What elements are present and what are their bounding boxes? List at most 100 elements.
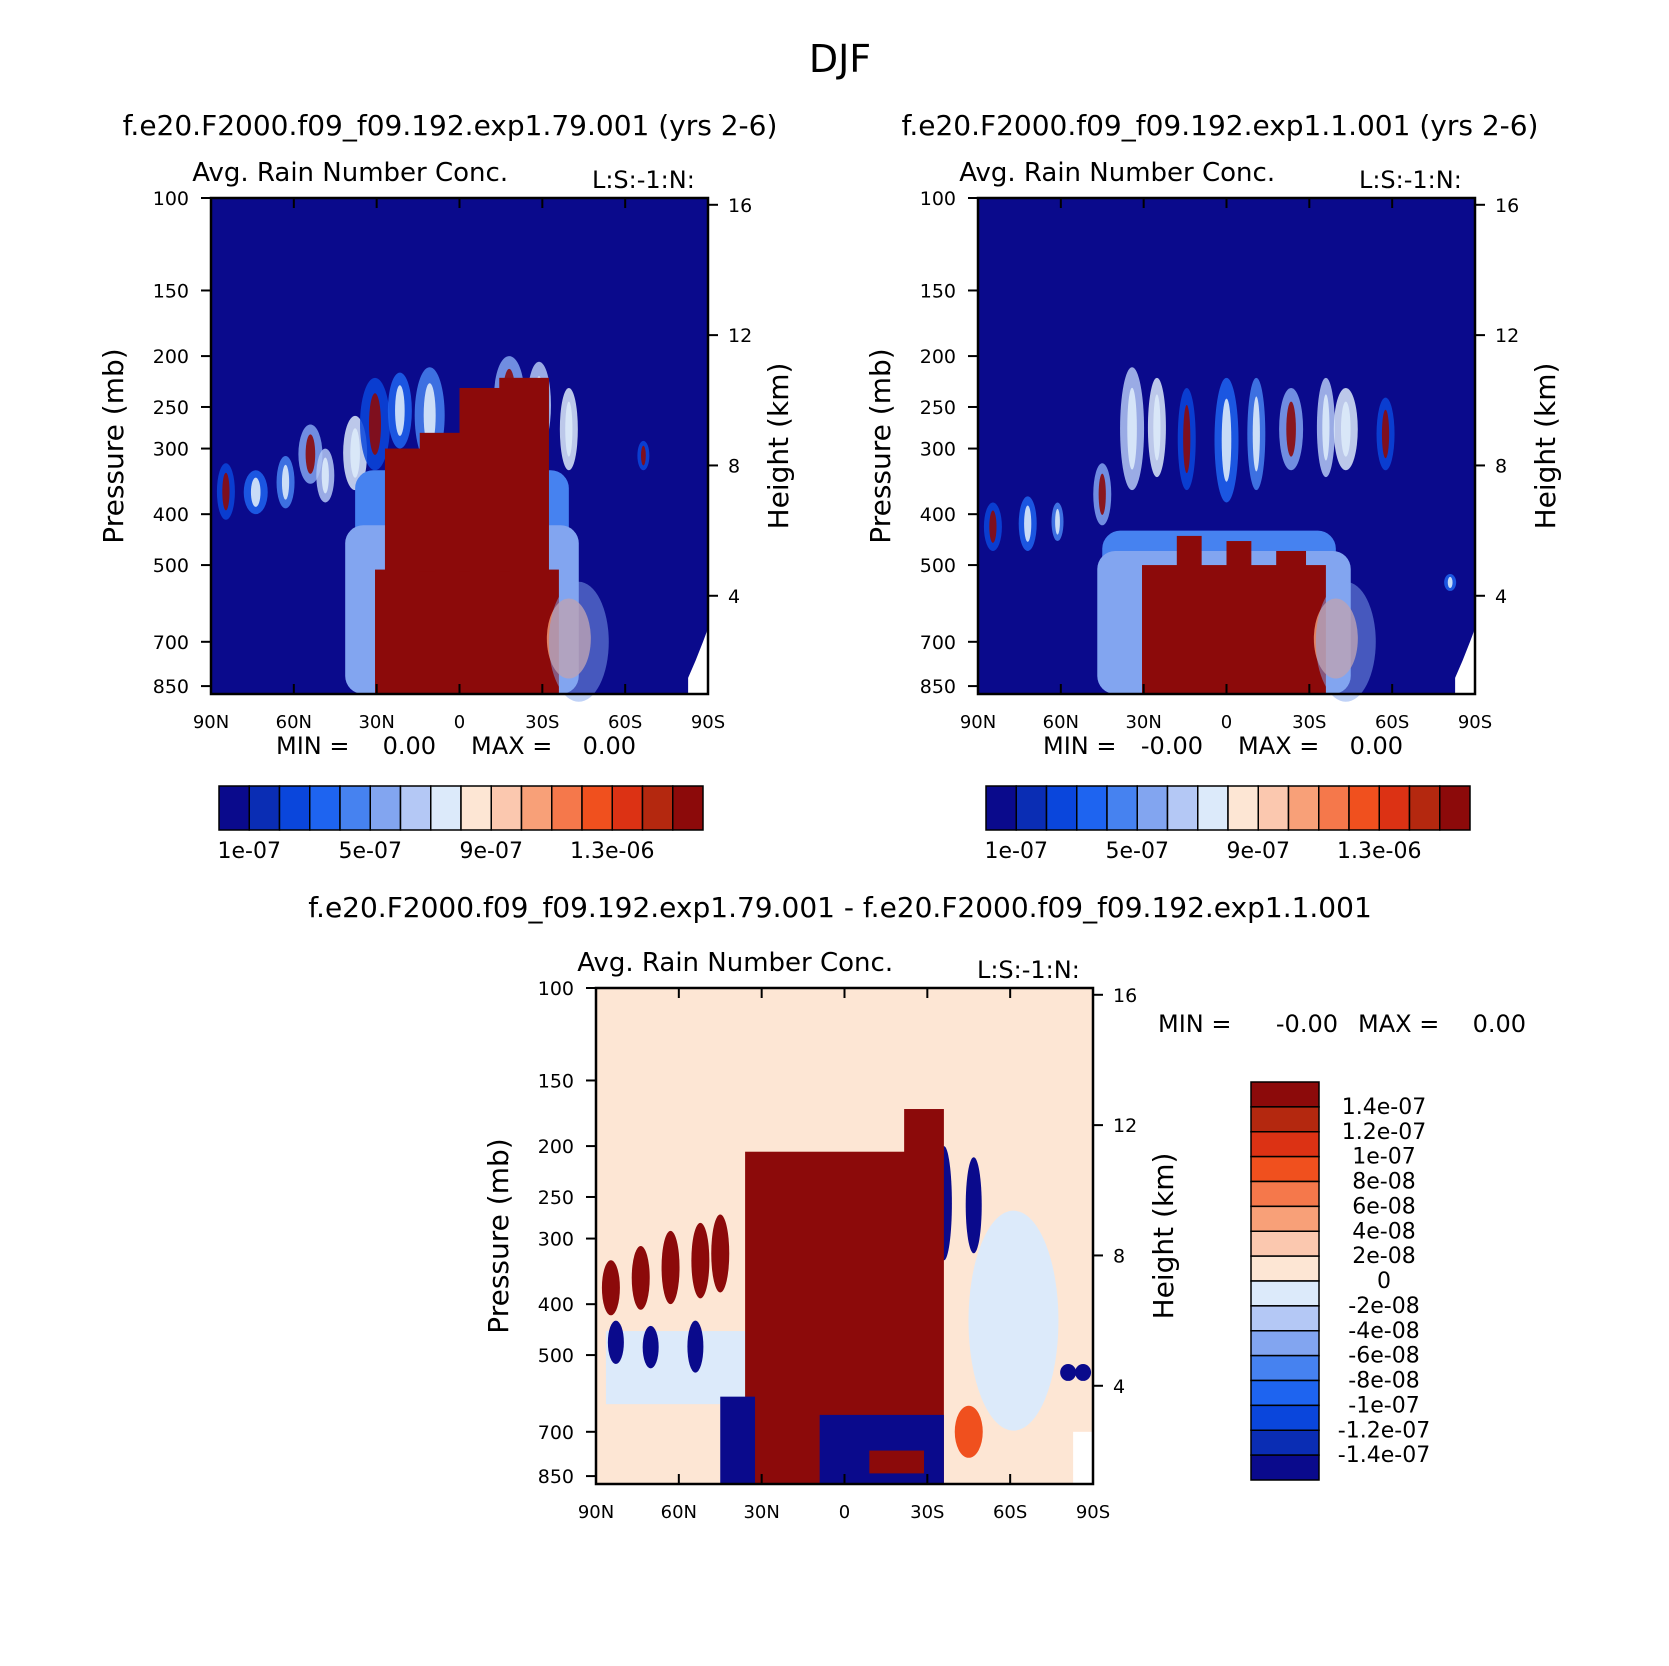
- y-tick-label: 500: [153, 555, 189, 577]
- y2-tick-label: 12: [1495, 325, 1519, 347]
- chart-title: Avg. Rain Number Conc.: [577, 948, 893, 978]
- field-streak-core: [1098, 473, 1106, 515]
- colorbar-label: 1e-07: [218, 839, 281, 864]
- y-tick-label: 150: [538, 1070, 574, 1092]
- max-value: 0.00: [1350, 732, 1403, 760]
- y2-tick-label: 16: [1495, 195, 1519, 217]
- figure-title: DJF: [809, 37, 871, 81]
- x-tick-label: 90N: [960, 712, 996, 733]
- colorbar-label: 8e-08: [1352, 1170, 1415, 1195]
- colorbar-swatch: [490, 785, 523, 831]
- colorbar-swatch: [399, 785, 432, 831]
- field-streak-core: [321, 457, 329, 494]
- colorbar-swatch: [1250, 1230, 1320, 1257]
- colorbar-swatch: [1250, 1305, 1320, 1332]
- y-tick-label: 200: [920, 346, 956, 368]
- y-tick-label: 300: [538, 1229, 574, 1251]
- chart-panel-1: Avg. Rain Number Conc. L:S:-1:N: 90N 60N 30N…: [97, 158, 795, 864]
- x-tick-label: 30S: [525, 712, 559, 733]
- y-tick-label: 250: [920, 397, 956, 419]
- y-tick-label: 100: [538, 978, 574, 1000]
- colorbar-swatch: [1378, 785, 1411, 831]
- colorbar-swatch: [1408, 785, 1441, 831]
- y-axis-label: Pressure (mb): [864, 348, 897, 543]
- y2-axis-label: Height (km): [1529, 363, 1562, 530]
- field-streak-core: [1252, 396, 1260, 472]
- field-streak-core: [1221, 398, 1232, 482]
- y-tick-label: 850: [153, 676, 189, 698]
- colorbar-swatch: [641, 785, 674, 831]
- colorbar-swatch: [611, 785, 644, 831]
- x-tick-label: 90N: [193, 712, 229, 733]
- topography: [1455, 628, 1475, 694]
- field-positive-streak: [601, 1260, 620, 1316]
- chart-corner-label: L:S:-1:N:: [977, 956, 1080, 984]
- colorbar-swatch: [1250, 1280, 1320, 1307]
- x-tick-label: 30S: [910, 1502, 944, 1523]
- colorbar-swatch: [309, 785, 341, 831]
- colorbar-label: -2e-08: [1348, 1294, 1419, 1319]
- y-tick-label: 250: [153, 397, 189, 419]
- x-tick-label: 0: [839, 1502, 850, 1523]
- y2-tick-label: 4: [1495, 586, 1507, 608]
- panel-top-left-header: f.e20.F2000.f09_f09.192.exp1.79.001 (yrs…: [123, 109, 778, 142]
- y-tick-label: 500: [920, 555, 956, 577]
- field-streak-core: [1153, 394, 1161, 461]
- x-tick-label: 60S: [993, 1502, 1027, 1523]
- field-positive-streak: [711, 1214, 730, 1293]
- colorbar-label: 9e-07: [460, 839, 523, 864]
- y-axis-label: Pressure (mb): [482, 1138, 515, 1333]
- x-tick-label: 90S: [1076, 1502, 1110, 1523]
- field-streak-core: [1127, 387, 1137, 470]
- colorbar-label: 1.3e-06: [1337, 839, 1421, 864]
- field-flank-outer: [1315, 581, 1376, 702]
- y-tick-label: 700: [538, 1422, 574, 1444]
- x-tick-label: 0: [1221, 712, 1232, 733]
- field-streak-core: [1381, 409, 1390, 459]
- colorbar-swatch: [430, 785, 462, 831]
- colorbar-swatch: [1250, 1155, 1320, 1183]
- chart-title: Avg. Rain Number Conc.: [959, 158, 1275, 188]
- x-tick-label: 30S: [1292, 712, 1326, 733]
- field-streak-core: [1340, 401, 1351, 457]
- field-core: [1142, 565, 1326, 694]
- x-tick-label: 30N: [1125, 712, 1161, 733]
- y2-axis-label: Height (km): [762, 363, 795, 530]
- y-tick-label: 150: [153, 280, 189, 302]
- colorbar-label: 6e-08: [1352, 1194, 1415, 1219]
- topography: [688, 628, 708, 694]
- field-core: [375, 569, 559, 694]
- y-tick-label: 200: [153, 346, 189, 368]
- colorbar-label: -6e-08: [1348, 1344, 1419, 1369]
- min-label: MIN =: [1043, 732, 1116, 760]
- y-tick-label: 250: [538, 1187, 574, 1209]
- panel-bottom-header: f.e20.F2000.f09_f09.192.exp1.79.001 - f.…: [308, 891, 1372, 924]
- x-tick-label: 0: [454, 712, 465, 733]
- colorbar-label: 5e-07: [1106, 839, 1169, 864]
- colorbar-swatch: [581, 785, 613, 831]
- field-core-extension: [1176, 535, 1202, 568]
- colorbar-label: 4e-08: [1352, 1219, 1415, 1244]
- x-tick-label: 60S: [608, 712, 642, 733]
- field-negative-streak: [607, 1320, 624, 1365]
- field-streak-core: [369, 393, 382, 455]
- field-streak-core: [395, 385, 405, 436]
- colorbar-swatch: [1250, 1131, 1320, 1158]
- colorbar-label: -1.2e-07: [1338, 1418, 1430, 1443]
- colorbar-label: -4e-08: [1348, 1319, 1419, 1344]
- max-value: 0.00: [583, 732, 636, 760]
- colorbar-label: 1.4e-07: [1342, 1095, 1426, 1120]
- colorbar-swatch: [218, 785, 250, 831]
- colorbar-swatch: [551, 785, 583, 831]
- field-negative-streak: [1060, 1364, 1077, 1381]
- colorbar-swatch: [1287, 785, 1320, 831]
- colorbar-swatch: [369, 785, 402, 831]
- field-negative-pocket: [720, 1396, 756, 1484]
- min-value: 0.00: [383, 732, 436, 760]
- y-tick-label: 100: [920, 188, 956, 210]
- field-negative-pocket: [819, 1414, 944, 1484]
- colorbar-swatch: [1250, 1180, 1320, 1208]
- field-streak-core: [350, 428, 360, 478]
- max-label: MAX =: [1238, 732, 1319, 760]
